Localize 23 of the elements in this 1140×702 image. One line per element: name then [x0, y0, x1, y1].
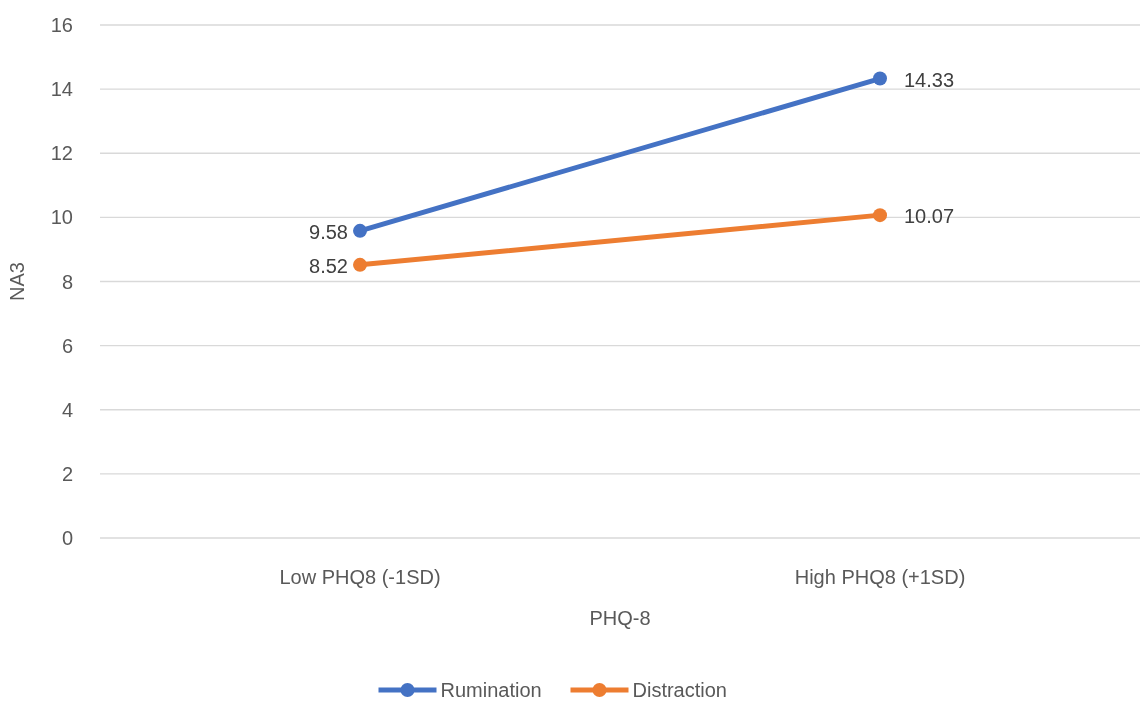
x-tick-label: Low PHQ8 (-1SD): [279, 566, 441, 588]
point: [353, 223, 367, 238]
y-axis-title: NA3: [6, 262, 28, 301]
legend-label: Distraction: [632, 679, 727, 701]
y-tick-label: 4: [61, 398, 73, 421]
y-tick-label: 8: [61, 270, 73, 293]
data-label: 14.33: [904, 68, 955, 91]
point: [873, 208, 887, 223]
y-tick-label: 10: [50, 206, 73, 229]
x-tick-label: High PHQ8 (+1SD): [794, 566, 966, 588]
data-label: 10.07: [904, 205, 955, 228]
data-label: 8.52: [309, 254, 348, 277]
y-tick-label: 16: [50, 14, 73, 36]
legend-label: Rumination: [440, 679, 542, 701]
x-axis-title: PHQ-8: [589, 607, 651, 629]
y-tick-label: 0: [61, 527, 73, 549]
y-tick-label: 12: [50, 142, 73, 165]
point: [873, 71, 887, 86]
y-tick-label: 2: [61, 462, 73, 485]
point: [353, 257, 367, 272]
y-tick-label: 6: [61, 334, 73, 357]
y-tick-label: 14: [50, 78, 73, 101]
data-label: 9.58: [309, 220, 348, 243]
